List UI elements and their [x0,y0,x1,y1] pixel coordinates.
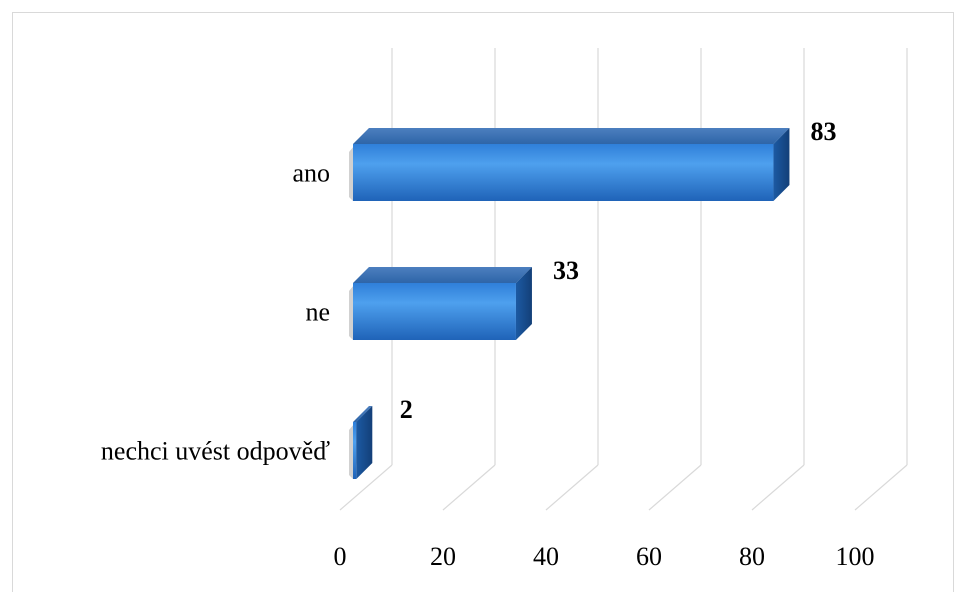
x-tick-label-100: 100 [836,542,875,571]
category-label-2: nechci uvést odpověď [101,437,330,466]
floor-gridline-60 [648,464,702,511]
bar-side-2 [356,406,373,479]
category-label-0: ano [292,159,330,188]
bars [349,128,790,479]
bar-top-1 [353,267,532,283]
bar-ano [353,144,774,201]
value-label-1: 33 [553,256,579,285]
x-tick-label-20: 20 [430,542,456,571]
category-label-1: ne [305,298,330,327]
value-label-0: 83 [810,117,836,146]
bar-top-2 [353,406,373,422]
floor-gridline-80 [751,464,805,511]
bar-top-0 [353,128,790,144]
x-tick-label-80: 80 [739,542,765,571]
gridlines [339,48,908,511]
floor-gridline-0 [339,464,393,511]
x-tick-label-0: 0 [334,542,347,571]
floor-gridline-40 [545,464,599,511]
bar-side-1 [515,267,532,340]
chart-frame [12,12,954,592]
bar-nechci uvést odpověď [353,422,357,479]
x-tick-label-60: 60 [636,542,662,571]
labels: 0 20 40 60 80 100 ano 83 ne 33 nechci uvést odpově… [101,117,875,571]
bar-side-0 [773,128,790,201]
x-tick-label-40: 40 [533,542,559,571]
floor-gridline-20 [442,464,496,511]
bar-ne [353,283,516,340]
value-label-2: 2 [400,395,413,424]
floor-gridline-100 [854,464,908,511]
